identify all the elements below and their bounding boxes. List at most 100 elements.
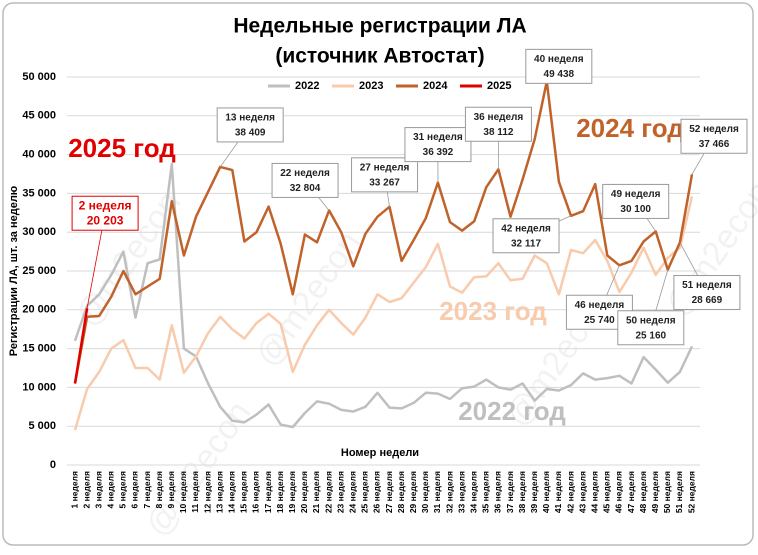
callout-box xyxy=(617,310,685,346)
x-tick-label: 51 неделя xyxy=(674,471,684,513)
x-tick-label: 25 неделя xyxy=(360,471,370,513)
y-tick-label: 20 000 xyxy=(22,304,56,316)
callout-week: 13 неделя xyxy=(225,113,275,124)
annotation: 2024 год xyxy=(576,113,684,143)
x-tick-label: 7 неделя xyxy=(142,471,152,508)
x-tick-label: 36 неделя xyxy=(493,471,503,513)
data-label: 37 466 xyxy=(699,139,730,150)
series-line xyxy=(73,196,694,431)
x-tick-label: 46 неделя xyxy=(614,471,624,513)
callout-week: 51 неделя xyxy=(682,280,732,291)
callout-box xyxy=(71,195,139,231)
y-tick-label: 15 000 xyxy=(22,343,56,355)
chart-title: Недельные регистрации ЛА xyxy=(233,15,526,38)
data-label: 20 203 xyxy=(87,213,124,227)
callout-week: 42 неделя xyxy=(501,223,551,234)
x-tick-label: 3 неделя xyxy=(93,471,103,508)
callout-box xyxy=(525,48,593,84)
callout-week: 52 неделя xyxy=(689,124,739,135)
callout-week: 50 неделя xyxy=(626,315,676,326)
x-tick-label: 28 неделя xyxy=(396,471,406,513)
data-label: 33 267 xyxy=(369,177,400,188)
series-line xyxy=(73,162,694,429)
y-tick-label: 30 000 xyxy=(22,226,56,238)
x-tick-label: 11 неделя xyxy=(190,471,200,513)
x-tick-label: 47 неделя xyxy=(626,471,636,513)
x-tick-label: 22 неделя xyxy=(323,471,333,513)
x-tick-label: 49 неделя xyxy=(650,471,660,513)
data-label: 36 392 xyxy=(423,147,454,158)
callout-box xyxy=(673,275,741,311)
x-tick-label: 38 неделя xyxy=(517,471,527,513)
chart-subtitle: (источник Автостат) xyxy=(275,45,484,68)
x-tick-label: 29 неделя xyxy=(408,471,418,513)
y-tick-label: 50 000 xyxy=(22,71,56,83)
callout-week: 22 неделя xyxy=(280,168,330,179)
x-tick-label: 18 неделя xyxy=(275,471,285,513)
y-tick-label: 10 000 xyxy=(22,381,56,393)
callout-week: 46 неделя xyxy=(575,300,625,311)
annotation: 2025 год xyxy=(68,133,176,163)
data-label: 49 438 xyxy=(544,69,575,80)
x-tick-label: 24 неделя xyxy=(348,471,358,513)
y-tick-label: 0 xyxy=(50,459,56,471)
callout-week: 49 неделя xyxy=(611,189,661,200)
x-tick-label: 37 неделя xyxy=(505,471,515,513)
annotation: 2023 год xyxy=(439,296,547,326)
y-tick-label: 40 000 xyxy=(22,149,56,161)
callout-box xyxy=(351,157,419,193)
x-tick-label: 33 неделя xyxy=(456,471,466,513)
x-tick-label: 41 неделя xyxy=(553,471,563,513)
x-tick-label: 44 неделя xyxy=(589,471,599,513)
x-tick-label: 19 неделя xyxy=(287,471,297,513)
y-tick-label: 45 000 xyxy=(22,110,56,122)
legend-label: 2023 xyxy=(359,80,383,92)
callout-box xyxy=(404,127,472,163)
y-tick-label: 5 000 xyxy=(28,420,56,432)
x-tick-label: 21 неделя xyxy=(311,471,321,513)
y-axis-label: Регистрации ЛА, шт. за неделю xyxy=(8,186,20,356)
x-tick-label: 35 неделя xyxy=(481,471,491,513)
data-label: 30 100 xyxy=(620,204,651,215)
legend-label: 2024 xyxy=(423,80,448,92)
data-label: 32 117 xyxy=(511,238,541,249)
callout-box xyxy=(680,118,748,154)
callout-box xyxy=(216,107,284,143)
data-label: 28 669 xyxy=(692,295,723,306)
frame xyxy=(2,2,754,546)
x-tick-label: 34 неделя xyxy=(468,471,478,513)
x-tick-label: 10 неделя xyxy=(178,471,188,513)
x-tick-label: 15 неделя xyxy=(239,471,249,513)
x-tick-label: 27 неделя xyxy=(384,471,394,513)
x-axis-label: Номер недели xyxy=(341,447,419,459)
callout-box xyxy=(602,183,670,219)
callout-week: 40 неделя xyxy=(534,54,584,65)
data-label: 25 740 xyxy=(584,315,615,326)
data-label: 38 409 xyxy=(235,128,266,139)
x-tick-label: 42 неделя xyxy=(565,471,575,513)
legend-label: 2022 xyxy=(295,80,319,92)
callout-box xyxy=(492,218,560,254)
x-tick-label: 14 неделя xyxy=(227,471,237,513)
callout-week: 36 неделя xyxy=(474,112,524,123)
x-tick-label: 50 неделя xyxy=(662,471,672,513)
x-tick-label: 43 неделя xyxy=(577,471,587,513)
callout-week: 31 неделя xyxy=(413,132,463,143)
series-line xyxy=(73,308,89,384)
y-tick-label: 35 000 xyxy=(22,187,56,199)
callout-week: 2 неделя xyxy=(79,198,132,212)
callout-week: 27 неделя xyxy=(360,162,410,173)
data-label: 25 160 xyxy=(636,330,667,341)
x-tick-label: 16 неделя xyxy=(251,471,261,513)
x-tick-label: 13 неделя xyxy=(214,471,224,513)
x-tick-label: 20 неделя xyxy=(299,471,309,513)
x-tick-label: 1 неделя xyxy=(69,471,79,508)
x-tick-label: 52 неделя xyxy=(686,471,696,513)
x-tick-label: 45 неделя xyxy=(602,471,612,513)
x-tick-label: 48 неделя xyxy=(638,471,648,513)
x-tick-label: 26 неделя xyxy=(372,471,382,513)
x-tick-label: 9 неделя xyxy=(166,471,176,508)
x-tick-label: 31 неделя xyxy=(432,471,442,513)
x-tick-label: 5 неделя xyxy=(118,471,128,508)
